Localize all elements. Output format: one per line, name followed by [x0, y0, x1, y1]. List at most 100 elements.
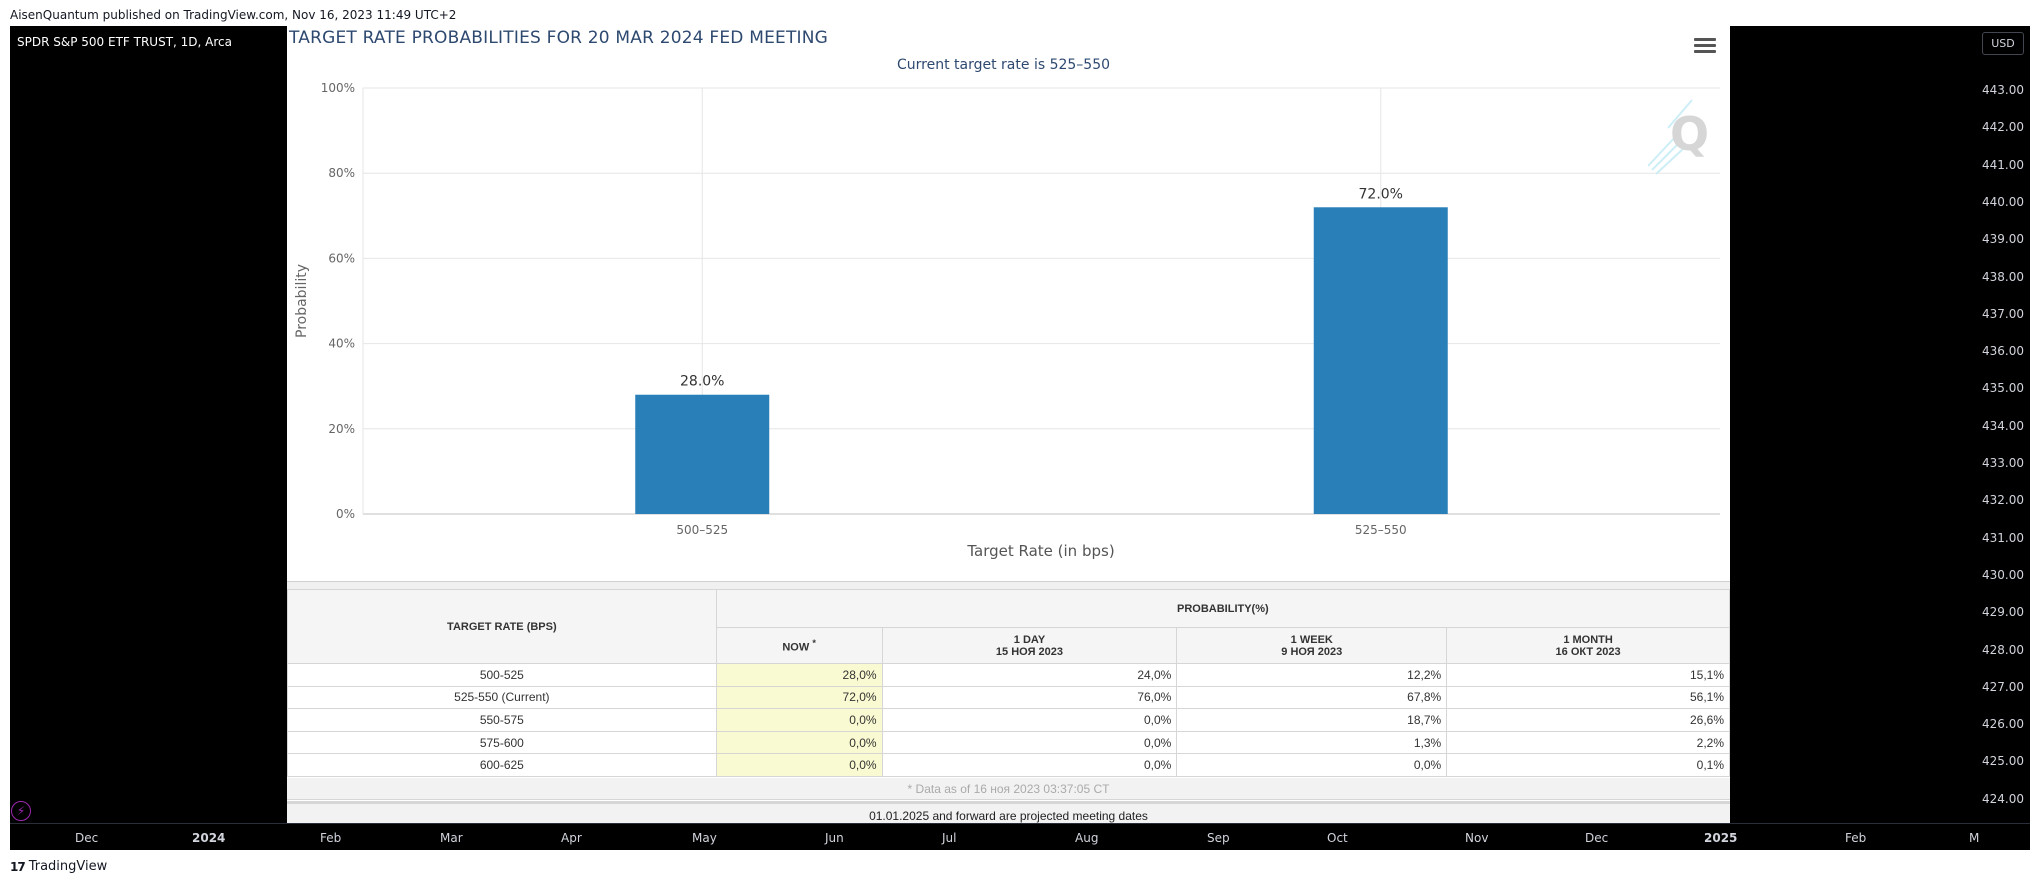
day-cell: 76,0%	[881, 685, 1178, 710]
bar-data-label: 72.0%	[1359, 186, 1403, 202]
week-cell: 0,0%	[1176, 753, 1448, 777]
rate-cell: 550-575	[287, 708, 717, 732]
time-axis-label: 2025	[1704, 831, 1738, 845]
month-cell: 2,2%	[1446, 730, 1730, 755]
price-axis-label: 435.00	[1982, 381, 2024, 396]
week-cell: 18,7%	[1176, 708, 1448, 732]
price-axis-label: 424.00	[1982, 791, 2024, 806]
now-cell: 28,0%	[715, 663, 883, 687]
day-cell: 24,0%	[881, 663, 1178, 687]
bar-data-label: 28.0%	[680, 374, 724, 390]
tradingview-logo-icon: 17	[10, 859, 26, 874]
bar	[635, 394, 770, 514]
price-axis-label: 434.00	[1982, 418, 2024, 433]
rate-cell: 600-625	[287, 753, 717, 777]
week-cell: 67,8%	[1176, 685, 1448, 710]
now-cell: 72,0%	[715, 685, 883, 710]
table-row: 550-575 0,0% 0,0% 18,7% 26,6%	[287, 708, 1730, 732]
tradingview-logo[interactable]: 17 TradingView	[10, 859, 107, 874]
time-axis[interactable]	[10, 823, 2030, 850]
bar	[1313, 207, 1448, 514]
data-timestamp-footnote: * Data as of 16 ноя 2023 03:37:05 CT	[287, 778, 1730, 800]
now-cell: 0,0%	[715, 753, 883, 777]
table-row: 525-550 (Current) 72,0% 76,0% 67,8% 56,1…	[287, 685, 1730, 710]
price-axis-label: 436.00	[1982, 344, 2024, 359]
hamburger-menu-icon[interactable]	[1694, 38, 1716, 56]
day-cell: 0,0%	[881, 708, 1178, 732]
y-tick-label: 20%	[328, 422, 355, 436]
time-axis-label: Sep	[1207, 831, 1230, 845]
time-axis-label: Feb	[320, 831, 342, 845]
time-axis-label: Jul	[942, 831, 957, 845]
header-now: NOW *	[715, 627, 883, 664]
time-axis-label: May	[692, 831, 717, 845]
header-1-month: 1 MONTH 16 ОКТ 2023	[1446, 627, 1730, 664]
price-axis-label: 431.00	[1982, 530, 2024, 545]
price-axis-label: 427.00	[1982, 679, 2024, 694]
tradingview-brand-name: TradingView	[28, 859, 108, 874]
week-cell: 1,3%	[1176, 730, 1448, 755]
day-cell: 0,0%	[881, 753, 1178, 777]
header-1-day: 1 DAY 15 НОЯ 2023	[881, 627, 1178, 664]
time-axis-label: Dec	[75, 831, 99, 845]
time-axis-label: Feb	[1845, 831, 1867, 845]
rate-cell: 500-525	[287, 663, 717, 687]
currency-button[interactable]: USD	[1982, 32, 2024, 55]
price-axis-label: 441.00	[1982, 157, 2024, 172]
price-axis-label: 426.00	[1982, 717, 2024, 732]
probability-table: TARGET RATE (BPS) PROBABILITY(%) NOW * 1…	[287, 589, 1731, 777]
x-tick-label: 500–525	[676, 523, 728, 537]
rate-cell: 525-550 (Current)	[287, 685, 717, 710]
y-tick-label: 60%	[328, 251, 355, 265]
time-axis-label: Apr	[561, 831, 582, 845]
month-cell: 56,1%	[1446, 685, 1730, 710]
header-probability: PROBABILITY(%)	[715, 589, 1731, 628]
now-cell: 0,0%	[715, 708, 883, 732]
month-cell: 26,6%	[1446, 708, 1730, 732]
time-axis-label: Nov	[1465, 831, 1489, 845]
time-axis-label: Mar	[440, 831, 463, 845]
header-target-rate: TARGET RATE (BPS)	[287, 589, 717, 664]
y-tick-label: 0%	[336, 507, 355, 521]
y-tick-label: 80%	[328, 166, 355, 180]
price-axis-label: 425.00	[1982, 754, 2024, 769]
y-tick-label: 40%	[328, 337, 355, 351]
time-axis-label: M	[1969, 831, 1980, 845]
time-axis-label: 2024	[192, 831, 226, 845]
table-row: 500-525 28,0% 24,0% 12,2% 15,1%	[287, 663, 1730, 687]
chart-title: TARGET RATE PROBABILITIES FOR 20 MAR 202…	[289, 28, 829, 48]
svg-text:Q: Q	[1670, 107, 1708, 161]
price-axis-label: 438.00	[1982, 269, 2024, 284]
price-axis-label: 437.00	[1982, 306, 2024, 321]
month-cell: 0,1%	[1446, 753, 1730, 777]
y-tick-label: 100%	[321, 81, 355, 95]
q-logo-watermark: Q	[1648, 99, 1708, 175]
table-row: 600-625 0,0% 0,0% 0,0% 0,1%	[287, 753, 1730, 777]
price-axis-label: 429.00	[1982, 605, 2024, 620]
time-axis-label: Oct	[1327, 831, 1348, 845]
probability-bar-chart: 0% 20% 40% 60% 80% 100% 28.0% 500–525 72.0% 525–5…	[294, 81, 1720, 560]
rate-cell: 575-600	[287, 730, 717, 755]
day-cell: 0,0%	[881, 730, 1178, 755]
time-axis-label: Dec	[1585, 831, 1609, 845]
price-axis-label: 439.00	[1982, 232, 2024, 247]
price-axis-label: 440.00	[1982, 194, 2024, 209]
price-axis-label: 430.00	[1982, 567, 2024, 582]
week-cell: 12,2%	[1176, 663, 1448, 687]
symbol-title[interactable]: SPDR S&P 500 ETF TRUST, 1D, Arca	[17, 35, 232, 49]
price-axis-label: 433.00	[1982, 456, 2024, 470]
lightning-icon[interactable]: ⚡	[11, 801, 31, 821]
projected-dates-note: 01.01.2025 and forward are projected mee…	[287, 801, 1730, 823]
y-axis-title: Probability	[294, 264, 310, 338]
month-cell: 15,1%	[1446, 663, 1730, 687]
price-axis-label: 428.00	[1982, 642, 2024, 657]
price-axis-label: 442.00	[1982, 120, 2024, 135]
table-row: 575-600 0,0% 0,0% 1,3% 2,2%	[287, 730, 1730, 755]
now-cell: 0,0%	[715, 730, 883, 755]
x-tick-label: 525–550	[1355, 523, 1407, 537]
time-axis-label: Jun	[825, 831, 844, 845]
price-axis-label: 432.00	[1982, 493, 2024, 508]
published-line: AisenQuantum published on TradingView.co…	[10, 8, 457, 22]
price-axis-label: 443.00	[1982, 83, 2024, 97]
